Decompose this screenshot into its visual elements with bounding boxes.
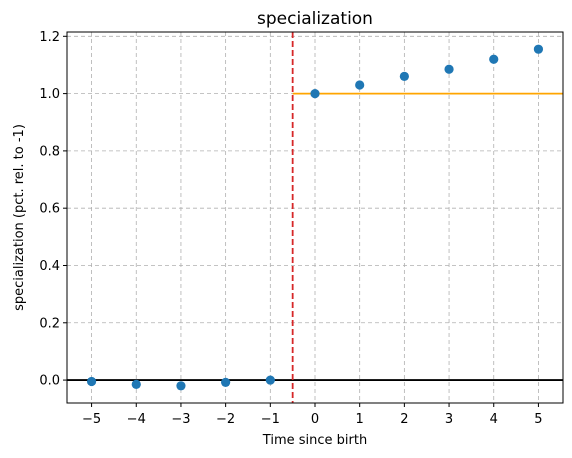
data-point — [176, 381, 186, 391]
y-tick-label: 0.4 — [39, 259, 60, 274]
x-tick-label: −5 — [82, 412, 101, 427]
data-point — [310, 88, 320, 99]
x-tick-label: 2 — [400, 412, 408, 427]
y-tick-label: 1.0 — [39, 87, 60, 102]
y-tick-label: 0.8 — [39, 144, 60, 159]
x-axis-ticks: −5 −4 −3 −2 −1 0 1 2 3 4 5 — [82, 403, 543, 427]
data-point — [355, 80, 365, 90]
x-tick-label: 4 — [490, 412, 498, 427]
data-point — [533, 44, 544, 54]
x-tick-label: 5 — [534, 412, 542, 427]
x-tick-label: 1 — [356, 412, 364, 427]
y-axis-label: specialization (pct. rel. to -1) — [12, 124, 27, 311]
data-point — [265, 375, 275, 385]
x-tick-label: −3 — [171, 412, 190, 427]
y-axis-ticks: 0.0 0.2 0.4 0.6 0.8 1.0 1.2 — [39, 30, 67, 389]
data-point — [86, 376, 97, 387]
y-tick-label: 0.6 — [39, 202, 60, 217]
data-point — [131, 379, 141, 389]
grid — [67, 32, 563, 403]
data-point — [444, 64, 454, 74]
y-tick-label: 1.2 — [39, 30, 60, 45]
x-axis-label: Time since birth — [262, 433, 367, 448]
data-points — [86, 44, 544, 391]
x-tick-label: −2 — [216, 412, 235, 427]
x-tick-label: −1 — [261, 412, 280, 427]
data-point — [489, 54, 499, 64]
reference-lines — [67, 32, 563, 403]
y-tick-label: 0.0 — [39, 374, 60, 389]
data-point — [399, 71, 409, 82]
y-tick-label: 0.2 — [39, 316, 60, 331]
x-tick-label: −4 — [127, 412, 146, 427]
chart-title: specialization — [257, 9, 373, 29]
x-tick-label: 3 — [445, 412, 453, 427]
data-point — [221, 377, 231, 387]
x-tick-label: 0 — [311, 412, 319, 427]
